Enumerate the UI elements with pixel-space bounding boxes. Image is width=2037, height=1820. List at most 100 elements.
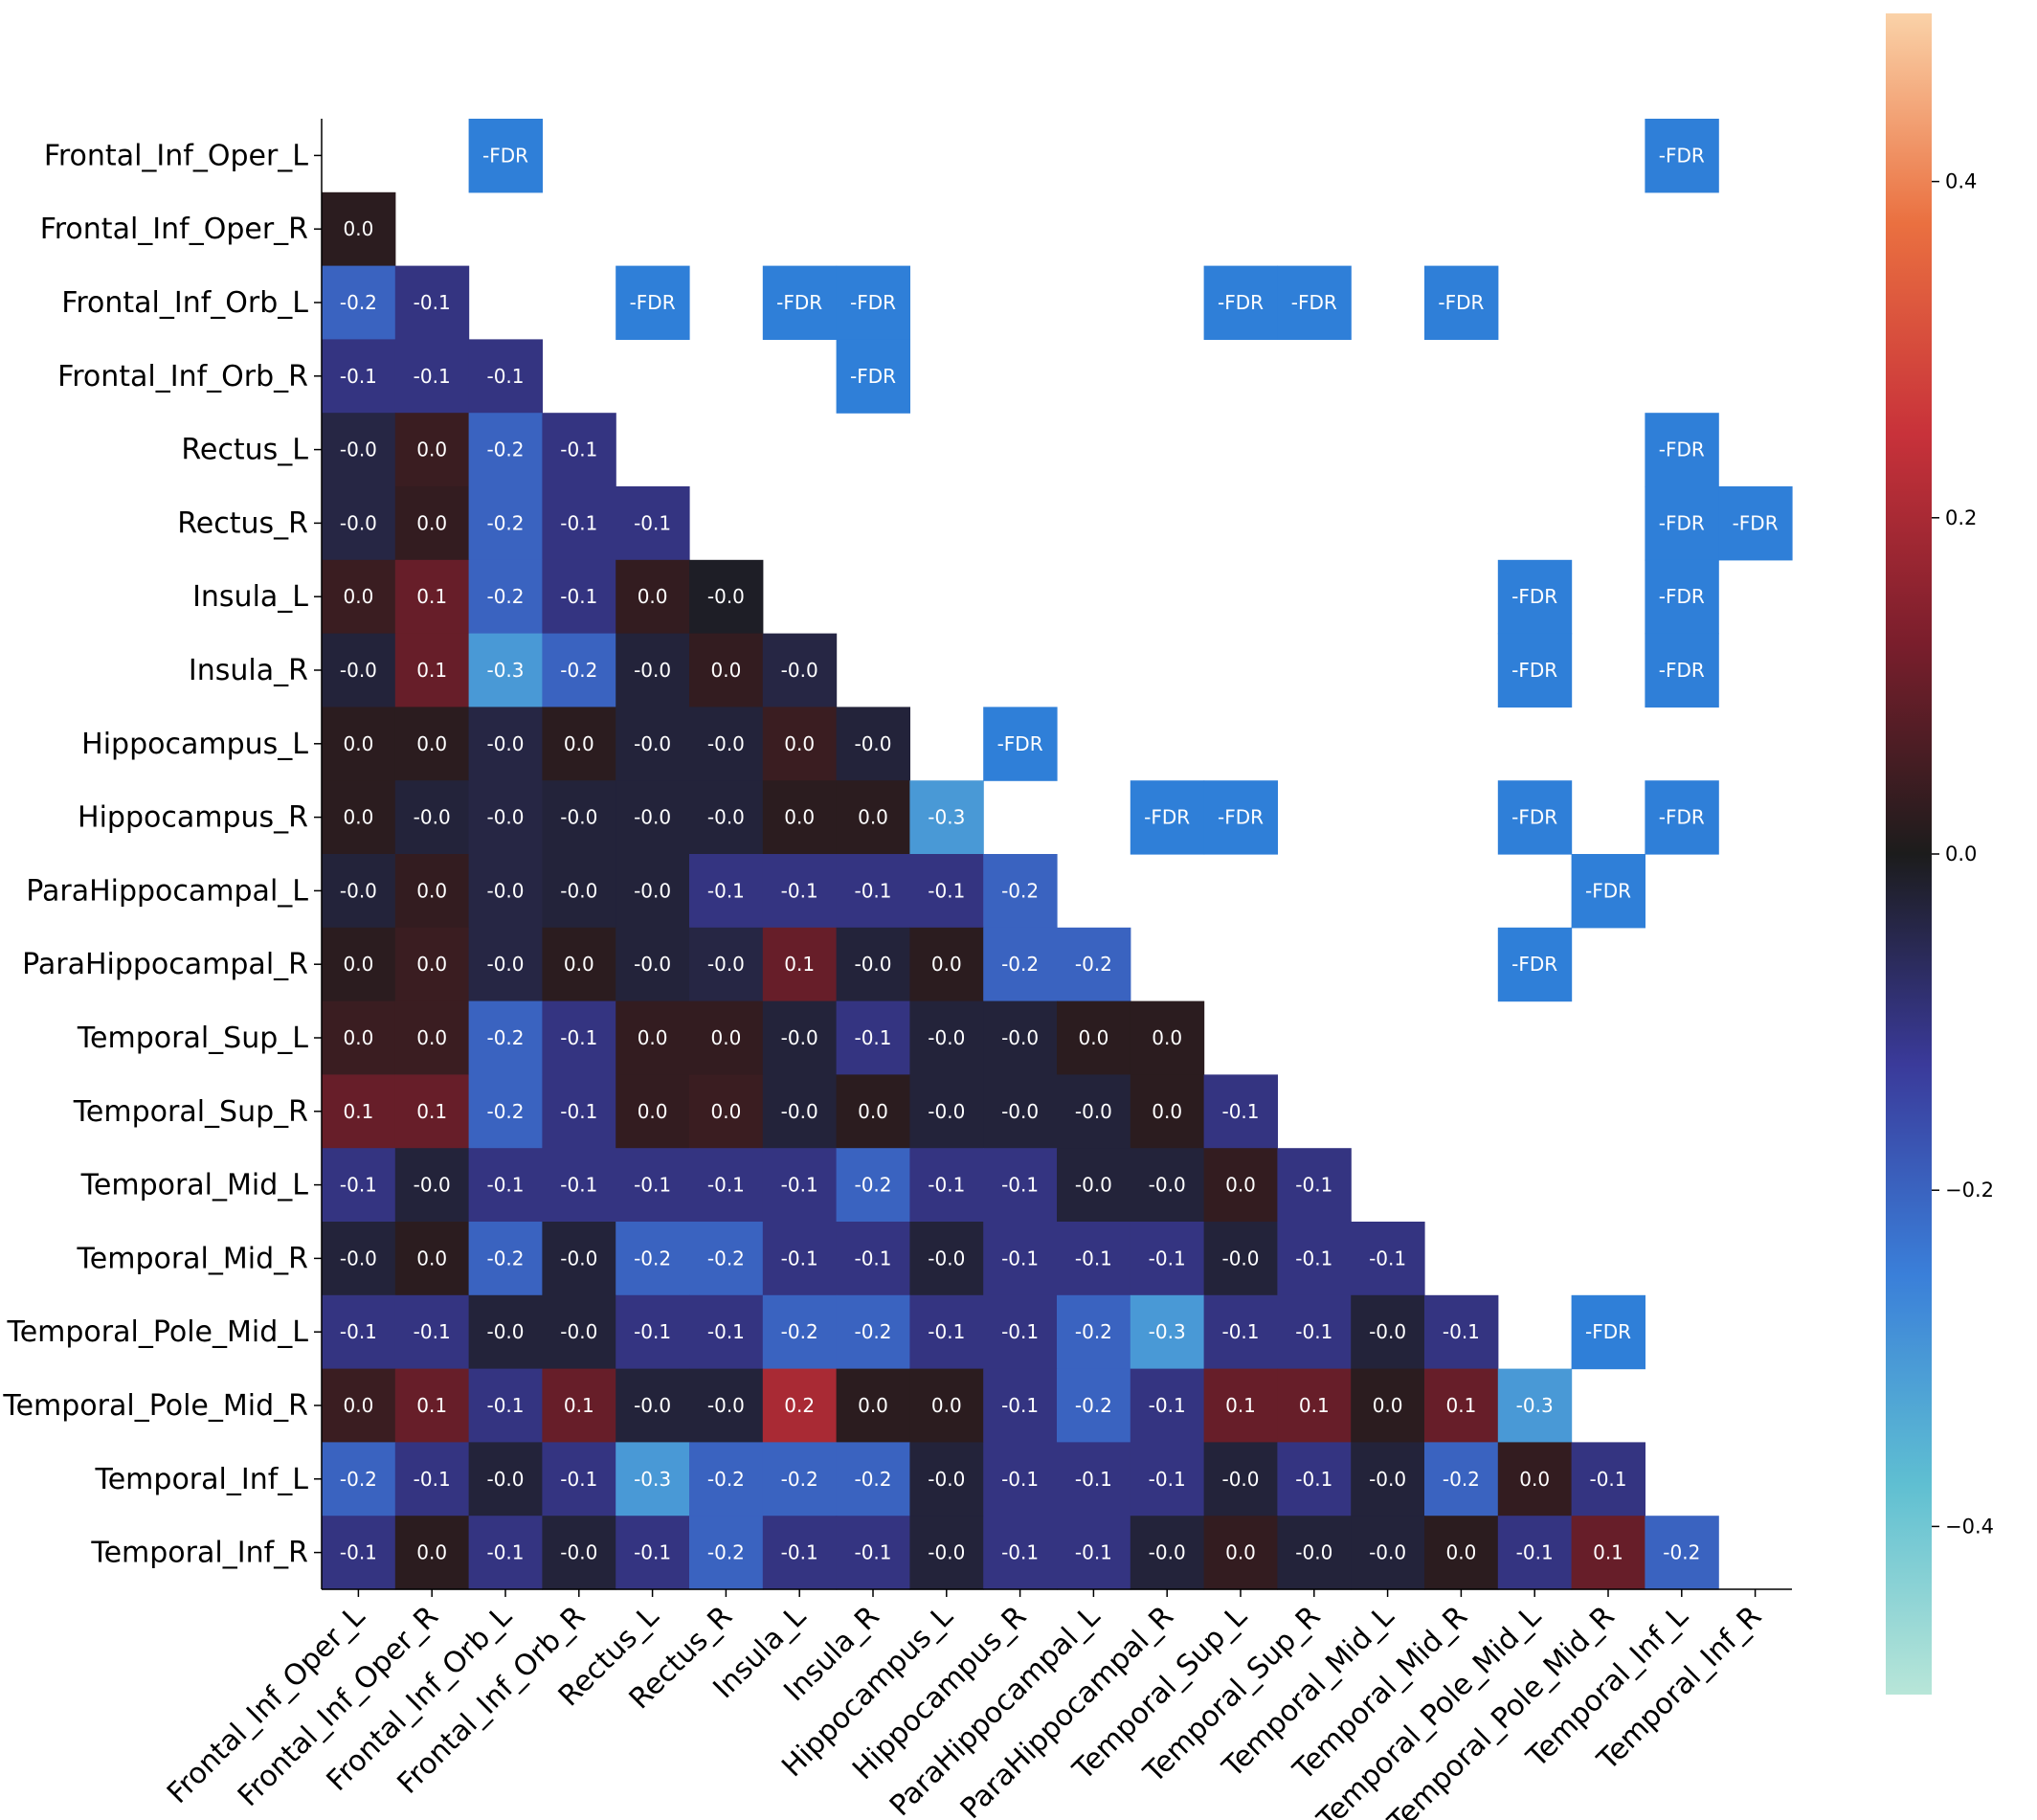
fdr-label: -FDR	[1585, 879, 1631, 902]
cell-value-label: -0.0	[560, 1247, 597, 1270]
heatmap-cell	[542, 1222, 616, 1296]
fdr-label: -FDR	[1733, 511, 1779, 534]
heatmap-cell	[322, 1294, 396, 1370]
cell-value-label: 0.0	[416, 879, 447, 902]
heatmap-cell	[836, 707, 910, 781]
heatmap-cell	[909, 1222, 984, 1296]
heatmap-cell	[616, 1442, 690, 1517]
cell-value-label: 0.0	[638, 1100, 668, 1123]
fdr-cell	[1645, 633, 1719, 708]
cell-value-label: -0.0	[1221, 1468, 1259, 1491]
cell-value-label: -0.0	[486, 806, 524, 829]
heatmap-cell	[909, 1000, 984, 1075]
heatmap-cell	[836, 854, 910, 929]
cell-value-label: -0.1	[781, 1174, 818, 1197]
heatmap-cell	[322, 413, 396, 487]
cell-value-label: -0.1	[560, 1174, 597, 1197]
heatmap-cell	[322, 1516, 396, 1590]
cell-value-label: -0.1	[781, 879, 818, 902]
heatmap-cell	[616, 707, 690, 781]
heatmap-cell	[394, 1074, 470, 1149]
cell-value-label: 0.2	[784, 1394, 815, 1417]
fdr-label: -FDR	[776, 291, 822, 314]
cell-value-label: -0.2	[781, 1320, 818, 1343]
heatmap-cell	[689, 927, 764, 1002]
cell-value-label: -0.1	[560, 585, 597, 608]
cell-value-label: -0.1	[1149, 1394, 1186, 1417]
heatmap-cell	[1130, 1442, 1205, 1517]
cell-value-label: 0.0	[343, 1026, 373, 1049]
cell-value-label: -0.0	[707, 953, 745, 976]
heatmap-axes	[314, 119, 1792, 1597]
cell-value-label: -0.1	[634, 1320, 671, 1343]
heatmap-cell	[983, 927, 1058, 1002]
heatmap-cell	[322, 486, 396, 561]
heatmap-cell	[322, 265, 396, 340]
y-tick-label: Insula_L	[192, 580, 308, 614]
heatmap-cell	[1130, 1294, 1205, 1370]
cell-value-label: -0.0	[707, 585, 745, 608]
cell-value-label: -0.1	[340, 365, 377, 388]
cell-value-label: -0.0	[1369, 1320, 1406, 1343]
heatmap-cell	[468, 854, 543, 929]
heatmap-cell	[616, 1222, 690, 1296]
heatmap-cell	[1277, 1148, 1352, 1223]
cell-value-label: 0.1	[416, 659, 447, 682]
heatmap-cell	[1497, 1442, 1573, 1517]
cell-value-label: -0.2	[560, 659, 597, 682]
cell-value-label: -0.0	[707, 1394, 745, 1417]
cell-value-label: -0.1	[340, 1320, 377, 1343]
cell-value-label: -0.2	[1001, 879, 1039, 902]
heatmap-cell	[616, 1074, 690, 1149]
heatmap-cell	[689, 633, 764, 708]
cell-value-label: -0.1	[928, 1174, 965, 1197]
cell-value-label: 0.0	[1519, 1468, 1550, 1491]
heatmap-cell	[322, 633, 396, 708]
cell-value-label: -0.2	[707, 1247, 745, 1270]
cell-value-label: 0.0	[416, 732, 447, 755]
cell-value-label: -0.0	[1149, 1541, 1186, 1564]
heatmap-cell	[394, 780, 470, 855]
y-tick-label: ParaHippocampal_L	[26, 874, 308, 908]
heatmap-cell	[468, 339, 543, 414]
heatmap-cell	[542, 1148, 616, 1223]
heatmap-cell	[983, 1442, 1058, 1517]
fdr-label: -FDR	[1659, 438, 1705, 461]
heatmap-cell	[468, 1442, 543, 1517]
fdr-label: -FDR	[1511, 585, 1557, 608]
cell-value-label: -0.0	[340, 511, 377, 534]
heatmap-cell	[542, 486, 616, 561]
heatmap-cell	[542, 413, 616, 487]
heatmap-cell	[836, 1368, 910, 1443]
heatmap-cell	[909, 1516, 984, 1590]
cell-value-label: -0.0	[928, 1541, 965, 1564]
cell-value-label: -0.0	[340, 659, 377, 682]
cell-value-label: -0.0	[486, 1320, 524, 1343]
heatmap-cell	[1277, 1294, 1352, 1370]
fdr-cell	[1718, 486, 1793, 561]
cell-value-label: -0.0	[1369, 1541, 1406, 1564]
heatmap-cell	[1351, 1442, 1425, 1517]
heatmap-cell	[836, 1000, 910, 1075]
heatmap-cell	[762, 1516, 838, 1590]
cell-value-label: -0.1	[340, 1541, 377, 1564]
cell-value-label: -0.2	[486, 1247, 524, 1270]
cell-value-label: 0.0	[858, 1394, 888, 1417]
cell-value-label: -0.1	[414, 365, 451, 388]
cell-value-label: -0.2	[1075, 1394, 1112, 1417]
heatmap-cell	[1277, 1368, 1352, 1443]
cell-value-label: 0.1	[416, 1100, 447, 1123]
cell-value-label: 0.0	[1225, 1541, 1256, 1564]
cell-value-label: -0.2	[1663, 1541, 1700, 1564]
cell-value-label: -0.0	[1295, 1541, 1332, 1564]
heatmap-cell	[542, 633, 616, 708]
y-tick-label: Temporal_Pole_Mid_R	[2, 1389, 308, 1423]
heatmap-cell	[394, 1368, 470, 1443]
cell-value-label: -0.1	[486, 1174, 524, 1197]
heatmap-cell	[983, 1222, 1058, 1296]
cell-value-label: -0.2	[854, 1174, 891, 1197]
heatmap-cell	[836, 1222, 910, 1296]
heatmap-cell	[394, 339, 470, 414]
heatmap-cell	[689, 1148, 764, 1223]
cell-value-label: -0.0	[486, 879, 524, 902]
